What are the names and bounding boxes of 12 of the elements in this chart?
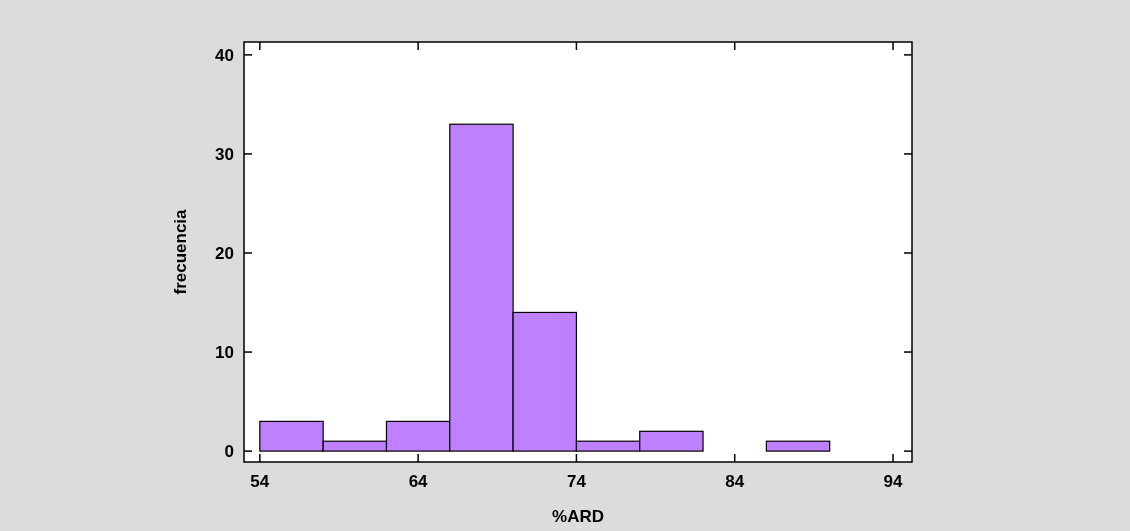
x-tick-label: 64 bbox=[408, 472, 429, 491]
y-tick-label: 30 bbox=[215, 144, 234, 164]
x-tick-label: 54 bbox=[250, 472, 270, 491]
x-tick-label: 74 bbox=[566, 472, 587, 491]
y-tick-label: 40 bbox=[215, 45, 234, 65]
x-tick-label: 94 bbox=[883, 472, 903, 491]
y-axis-title: frecuencia bbox=[171, 208, 190, 295]
y-tick-label: 10 bbox=[215, 343, 234, 363]
x-tick-label: 84 bbox=[725, 472, 745, 491]
y-tick-label: 0 bbox=[224, 442, 234, 462]
y-tick-label: 20 bbox=[215, 243, 234, 263]
x-axis-title: %ARD bbox=[552, 507, 604, 526]
